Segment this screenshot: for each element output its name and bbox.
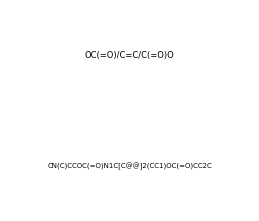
Text: OC(=O)/C=C/C(=O)O: OC(=O)/C=C/C(=O)O — [85, 51, 174, 60]
Text: CN(C)CCOC(=O)N1C[C@@]2(CC1)OC(=O)CC2C: CN(C)CCOC(=O)N1C[C@@]2(CC1)OC(=O)CC2C — [47, 162, 212, 170]
